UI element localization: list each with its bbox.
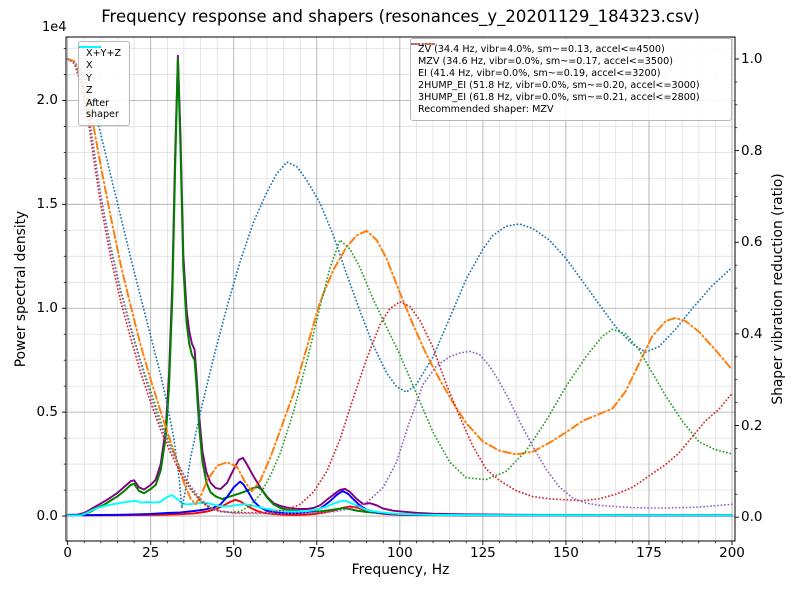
y-right-tick-label: 0.0 bbox=[741, 509, 763, 526]
legend-label: Z bbox=[86, 85, 93, 96]
legend-item: Z bbox=[79, 46, 121, 96]
series-shaper_mzv bbox=[66, 58, 733, 506]
legend-label: 2HUMP_EI (51.8 Hz, vibr=0.0%, sm~=0.20, … bbox=[418, 80, 700, 91]
legend-item: MZV (34.6 Hz, vibr=0.0%, sm~=0.17, accel… bbox=[411, 43, 723, 67]
y-axis-label-right: Shaper vibration reduction (ratio) bbox=[770, 173, 786, 405]
legend-data-series: X+Y+Z X Y Z After shaper bbox=[78, 41, 131, 126]
x-axis-label: Frequency, Hz bbox=[351, 562, 450, 578]
y-axis-label-left: Power spectral density bbox=[13, 210, 29, 368]
series-psd_y bbox=[66, 57, 733, 517]
legend-item: 2HUMP_EI (51.8 Hz, vibr=0.0%, sm~=0.20, … bbox=[411, 43, 723, 91]
legend-line-sample bbox=[411, 43, 437, 45]
series-shaper_zv bbox=[66, 58, 733, 509]
series-shaper_2hump_ei bbox=[66, 58, 733, 514]
y-left-tick-label: 2.0 bbox=[36, 92, 58, 109]
y-right-tick-label: 1.0 bbox=[741, 50, 763, 67]
y-left-tick-label: 0.5 bbox=[36, 404, 58, 421]
y-left-tick-label: 0.0 bbox=[36, 508, 58, 525]
legend-label: After shaper bbox=[86, 97, 119, 120]
y-right-tick-label: 0.4 bbox=[741, 325, 763, 342]
legend-line-sample bbox=[411, 39, 437, 49]
legend-shapers: ZV (34.4 Hz, vibr=4.0%, sm~=0.13, accel<… bbox=[410, 38, 732, 121]
y-axis-offset-label: 1e4 bbox=[42, 20, 67, 35]
axes-frame bbox=[65, 36, 736, 542]
legend-label: X+Y+Z bbox=[86, 47, 122, 59]
y-left-tick-label: 1.0 bbox=[36, 300, 58, 317]
y-right-tick-label: 0.2 bbox=[741, 417, 763, 434]
legend-label: EI (41.4 Hz, vibr=0.0%, sm~=0.19, accel<… bbox=[418, 68, 661, 79]
legend-item: After shaper bbox=[79, 46, 121, 120]
legend-item: EI (41.4 Hz, vibr=0.0%, sm~=0.19, accel<… bbox=[411, 43, 723, 79]
legend-item: 3HUMP_EI (61.8 Hz, vibr=0.0%, sm~=0.21, … bbox=[411, 43, 723, 103]
legend-label: Recommended shaper: MZV bbox=[418, 104, 554, 115]
x-tick-label: 175 bbox=[636, 545, 662, 561]
x-tick-label: 200 bbox=[719, 545, 745, 561]
legend-line-sample bbox=[79, 46, 101, 48]
legend-item: Y bbox=[79, 46, 121, 84]
y-right-tick-label: 0.8 bbox=[741, 142, 763, 159]
x-tick-label: 75 bbox=[308, 545, 326, 561]
chart-title: Frequency response and shapers (resonanc… bbox=[101, 7, 700, 26]
legend-item: X bbox=[79, 46, 121, 71]
x-tick-label: 50 bbox=[225, 545, 243, 561]
legend-label: MZV (34.6 Hz, vibr=0.0%, sm~=0.17, accel… bbox=[418, 56, 673, 67]
legend-item: ZV (34.4 Hz, vibr=4.0%, sm~=0.13, accel<… bbox=[411, 43, 723, 55]
legend-label: 3HUMP_EI (61.8 Hz, vibr=0.0%, sm~=0.21, … bbox=[418, 92, 700, 103]
legend-label: Y bbox=[86, 72, 92, 84]
series-psd_xyz bbox=[66, 54, 733, 516]
series-shaper_3hump_ei bbox=[66, 58, 733, 515]
legend-item: Recommended shaper: MZV bbox=[418, 104, 723, 115]
x-tick-label: 150 bbox=[553, 545, 579, 561]
x-tick-label: 25 bbox=[142, 545, 160, 561]
x-tick-label: 125 bbox=[469, 545, 496, 561]
x-tick-label: 100 bbox=[386, 545, 413, 561]
x-tick-label: 0 bbox=[63, 545, 72, 561]
legend-label: ZV (34.4 Hz, vibr=4.0%, sm~=0.13, accel<… bbox=[418, 44, 665, 55]
legend-label: X bbox=[86, 60, 93, 71]
y-right-tick-label: 0.6 bbox=[741, 234, 763, 251]
y-left-tick-label: 1.5 bbox=[36, 196, 58, 213]
series-psd_after_shaper bbox=[66, 494, 733, 517]
